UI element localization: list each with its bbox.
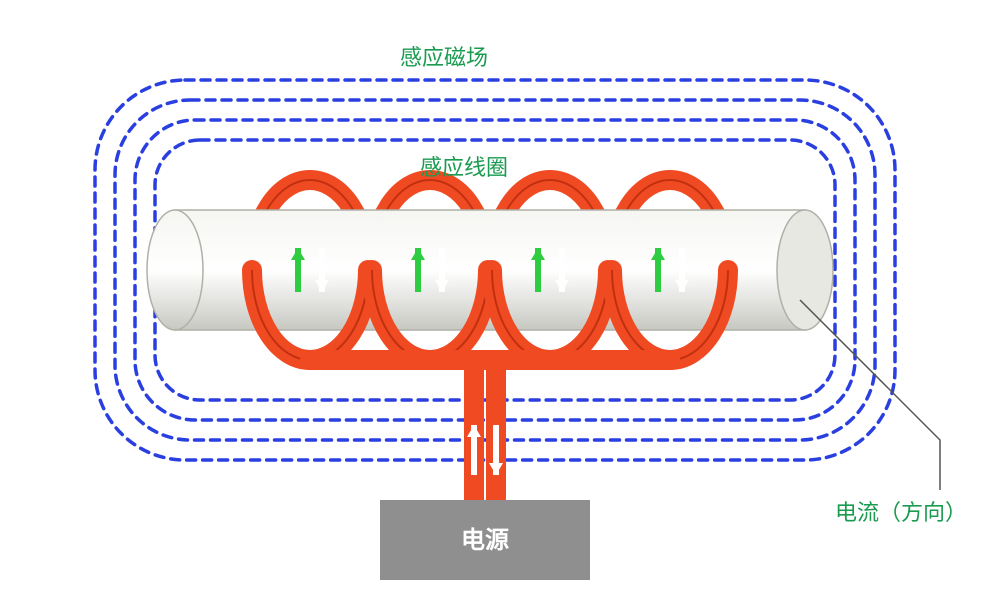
label-induction-coil: 感应线圈 [420,150,508,182]
label-magnetic-field: 感应磁场 [400,40,488,72]
power-supply-box: 电源 [380,500,590,580]
label-current-direction: 电流（方向） [835,495,967,527]
label-power-supply: 电源 [461,527,509,554]
